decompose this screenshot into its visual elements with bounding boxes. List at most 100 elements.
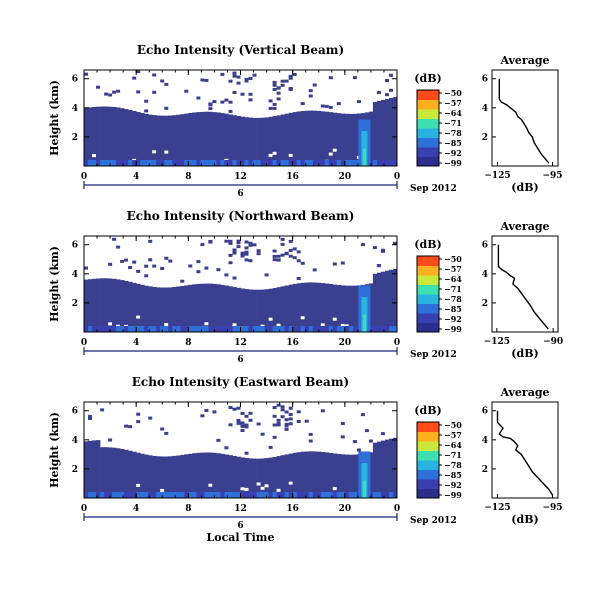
echo-speckle [196,260,201,264]
echo-lowband [340,326,346,332]
echo-lowband [224,492,229,498]
echo-speckle [204,409,209,412]
echo-gap [268,317,273,321]
colorbar-swatch [417,441,439,451]
echo-speckle [136,70,141,74]
echo-column [120,449,125,498]
colorbar-swatch [417,118,439,129]
echo-column [264,117,269,166]
echo-gap [136,315,141,319]
colorbar-tick-label: −78 [444,128,462,138]
echo-patch [276,86,281,90]
echo-column [304,451,310,498]
echo-patch [244,240,249,244]
echo-gap [136,483,141,487]
echo-patch [236,245,241,249]
x-tick-label: 12 [234,172,247,182]
echo-lowband [192,492,197,498]
echo-column [152,455,157,498]
echo-column [328,453,334,498]
echo-patch [284,410,289,414]
profile-line [498,78,550,164]
echo-gap [300,316,305,320]
profile-frame [491,69,559,167]
echo-column [380,99,386,166]
panel-title: Echo Intensity (Northward Beam) [127,209,355,223]
echo-patch [280,253,285,257]
echo-lowband [352,492,358,498]
echo-column [120,108,125,166]
echo-lowband [128,326,133,332]
echo-lowband [96,326,101,332]
echo-lowband [204,160,209,166]
echo-lowband [188,492,193,498]
colorbar-swatch [417,109,439,119]
echo-patch [288,76,293,80]
echo-speckle [276,403,281,407]
echo-speckle [304,419,309,423]
echo-column [252,117,257,166]
echo-gap [164,150,169,154]
echo-column [240,457,245,498]
echo-lowband [136,160,141,166]
echo-column [296,111,302,166]
echo-lowband [372,326,378,332]
colorbar-swatch [417,275,439,285]
echo-speckle [116,89,121,93]
echo-patch [272,249,277,253]
echo-lowband [256,492,261,498]
echo-lowband [320,160,326,166]
echo-gap [276,488,281,492]
echo-lowband [332,326,338,332]
echo-lowband [252,160,257,166]
echo-patch [240,254,245,258]
profile-x-tick-label: −125 [484,171,510,181]
echo-gap [152,150,157,154]
echo-column [216,453,221,498]
echo-lowband [208,326,213,332]
echo-patch [248,77,253,80]
echo-lowband [352,160,358,166]
echo-patch [280,79,285,83]
colorbar-swatch [417,156,439,167]
echo-column [308,451,314,498]
echo-column [344,454,350,498]
echo-patch [244,424,249,428]
y-tick-label: 4 [72,270,78,280]
echo-column [180,454,185,498]
echo-patch [232,407,237,411]
echo-column [220,284,225,332]
echo-column [336,285,342,332]
echo-speckle [88,417,92,420]
date-tick-label: 6 [237,189,243,199]
echo-column [88,279,93,332]
echo-column [212,283,217,332]
echo-column [292,112,298,166]
echo-patch [276,254,281,258]
echo-gap [340,323,345,327]
echo-column [260,458,265,498]
colorbar-swatch [417,265,439,276]
colorbar-swatch [417,294,439,304]
echo-lowband [184,160,189,166]
echo-lowband [168,326,173,332]
echo-column [192,112,197,166]
profile-frame [491,235,559,333]
echo-speckle [268,99,273,103]
echo-speckle [252,73,257,77]
echo-column [372,101,378,166]
colorbar-swatch [417,469,439,480]
echo-speckle [376,264,381,267]
echo-gap [332,487,337,491]
rain-plume-core [362,480,366,498]
echo-lowband [344,326,350,332]
echo-speckle [116,245,121,249]
echo-speckle [164,106,169,110]
echo-column [124,449,129,498]
echo-column [268,288,273,332]
echo-column [188,453,193,498]
echo-speckle [272,102,277,106]
echo-column [132,111,137,166]
echo-column [220,453,225,498]
echo-lowband [212,492,217,498]
